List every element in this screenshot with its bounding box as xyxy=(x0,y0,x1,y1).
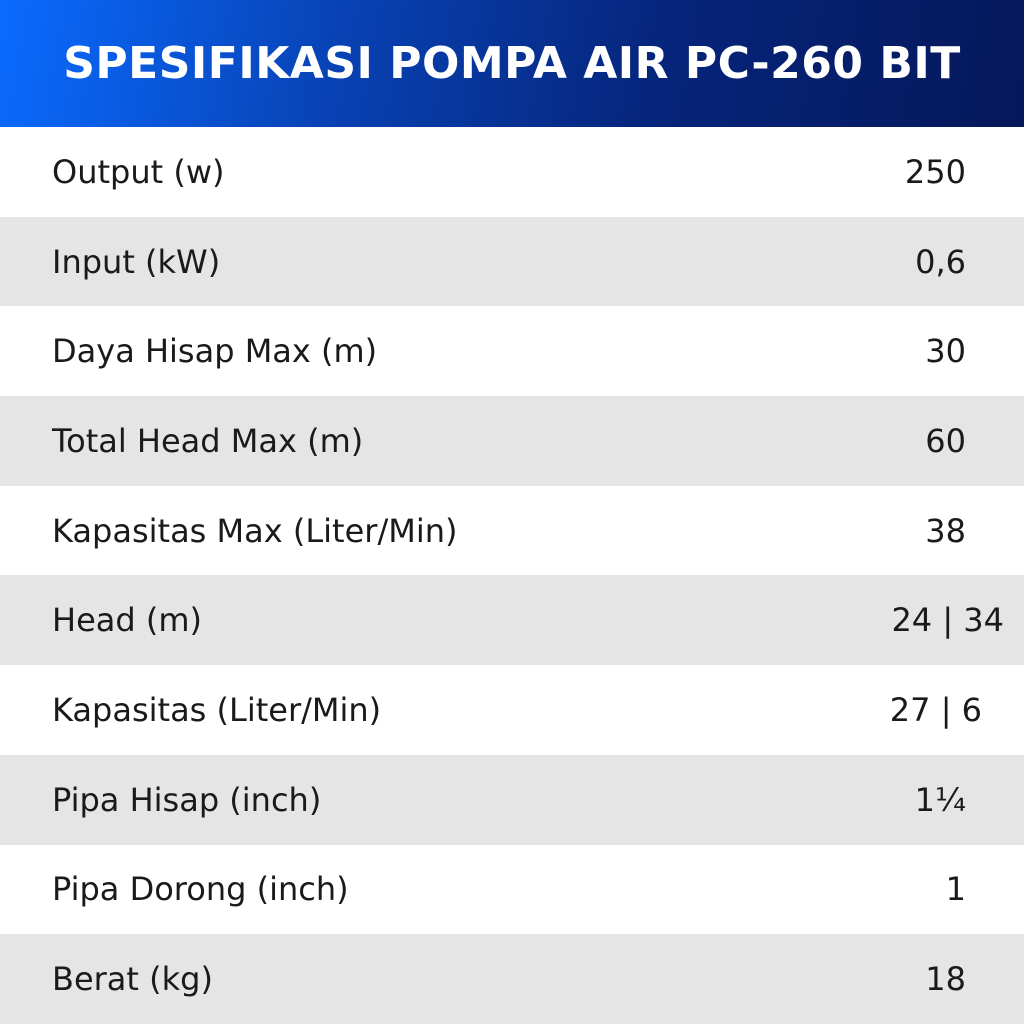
spec-value: 0,6 xyxy=(915,242,966,281)
spec-label: Daya Hisap Max (m) xyxy=(52,332,378,371)
spec-label: Head (m) xyxy=(52,601,202,640)
spec-row: Pipa Dorong (inch) 1 xyxy=(0,845,1024,935)
spec-table: Output (w) 250 Input (kW) 0,6 Daya Hisap Max… xyxy=(0,127,1024,1024)
spec-row: Pipa Hisap (inch) 1¼ xyxy=(0,754,1024,845)
header-banner: SPESIFIKASI POMPA AIR PC-260 BIT xyxy=(0,0,1024,127)
spec-value: 60 xyxy=(925,421,966,460)
spec-label: Output (w) xyxy=(52,152,225,191)
spec-value: 38 xyxy=(925,511,966,550)
spec-row: Daya Hisap Max (m) 30 xyxy=(0,306,1024,396)
spec-label: Pipa Dorong (inch) xyxy=(52,870,349,909)
spec-value: 18 xyxy=(925,960,966,999)
spec-value: 1 xyxy=(945,870,966,909)
spec-label: Total Head Max (m) xyxy=(52,421,364,460)
spec-label: Kapasitas (Liter/Min) xyxy=(52,690,382,729)
spec-value: 30 xyxy=(925,332,966,371)
spec-value: 250 xyxy=(904,152,966,191)
spec-label: Input (kW) xyxy=(52,242,221,281)
spec-label: Berat (kg) xyxy=(52,960,213,999)
spec-label: Kapasitas Max (Liter/Min) xyxy=(52,511,458,550)
page-title: SPESIFIKASI POMPA AIR PC-260 BIT xyxy=(63,38,961,89)
spec-row: Berat (kg) 18 xyxy=(0,934,1024,1024)
spec-row: Kapasitas (Liter/Min) 27 | 6 xyxy=(0,665,1024,755)
spec-value: 1¼ xyxy=(914,780,966,819)
spec-label: Pipa Hisap (inch) xyxy=(52,780,322,819)
spec-value: 27 | 6 xyxy=(889,690,982,729)
spec-row: Head (m) 24 | 34 xyxy=(0,575,1024,666)
spec-row: Kapasitas Max (Liter/Min) 38 xyxy=(0,486,1024,576)
spec-row: Input (kW) 0,6 xyxy=(0,216,1024,307)
spec-value: 24 | 34 xyxy=(891,601,1004,640)
spec-row: Output (w) 250 xyxy=(0,127,1024,217)
spec-row: Total Head Max (m) 60 xyxy=(0,396,1024,486)
